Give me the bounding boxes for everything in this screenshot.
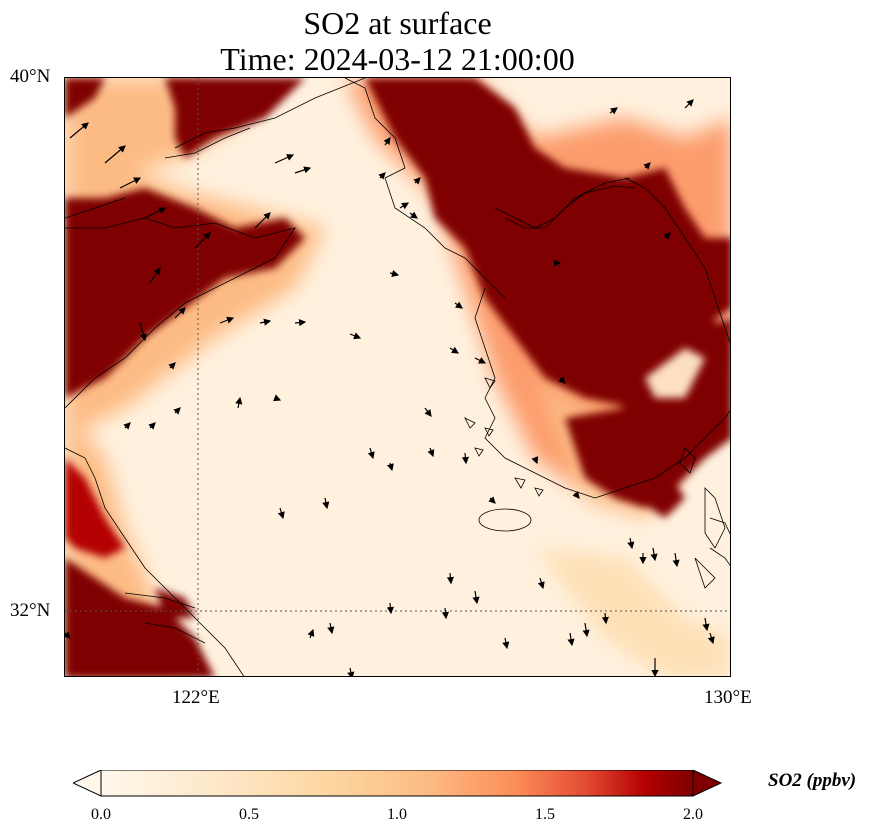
gridlines <box>65 78 730 676</box>
wind-arrow <box>537 577 545 590</box>
y-tick-40n: 40°N <box>10 66 51 87</box>
map-time-subtitle: Time: 2024-03-12 21:00:00 <box>220 41 575 77</box>
wind-arrow <box>582 622 590 638</box>
wind-arrow <box>294 166 312 174</box>
wind-arrow <box>349 332 362 340</box>
wind-arrow <box>378 172 386 180</box>
wind-arrow <box>173 407 181 415</box>
colorbar-extend-high <box>692 770 723 797</box>
wind-arrow <box>307 628 315 639</box>
wind-arrow <box>446 572 454 585</box>
wind-arrow <box>219 316 235 324</box>
wind-arrow <box>174 307 186 319</box>
wind-arrow <box>273 394 282 402</box>
wind-vector-field <box>65 99 715 676</box>
wind-arrow <box>663 232 671 240</box>
wind-arrow <box>65 631 71 639</box>
wind-arrow <box>427 447 435 458</box>
wind-arrow <box>274 154 295 164</box>
wind-arrow <box>277 507 285 520</box>
wind-arrow <box>139 322 147 342</box>
colorbar-tick-0: 0.0 <box>91 806 111 823</box>
wind-arrow <box>627 537 635 550</box>
wind-arrow <box>194 232 211 249</box>
wind-arrow <box>69 122 89 139</box>
wind-arrow <box>294 319 307 327</box>
wind-arrow <box>399 202 410 210</box>
coastlines <box>65 78 730 676</box>
wind-arrow <box>367 447 375 460</box>
wind-arrow <box>441 607 449 620</box>
wind-arrow <box>259 318 272 326</box>
colorbar-tick-1: 0.5 <box>239 806 259 823</box>
colorbar-gradient <box>100 770 694 797</box>
colorbar <box>73 770 723 797</box>
wind-arrow <box>650 547 658 562</box>
wind-arrow <box>601 612 609 625</box>
wind-arrow <box>449 346 460 354</box>
wind-arrow <box>609 107 618 115</box>
wind-arrow <box>149 267 161 284</box>
wind-arrow <box>558 376 566 384</box>
wind-arrow <box>148 422 156 430</box>
wind-arrow <box>684 99 694 109</box>
wind-arrow <box>389 270 400 278</box>
wind-arrow <box>322 497 330 510</box>
wind-arrow <box>461 452 469 465</box>
wind-arrow <box>502 637 510 650</box>
map-panel <box>64 77 731 677</box>
wind-arrow <box>327 622 335 635</box>
wind-arrow <box>472 590 480 605</box>
wind-arrow <box>672 552 680 568</box>
colorbar-extend-low <box>73 770 102 797</box>
wind-arrow <box>454 301 463 309</box>
so2-low-patch <box>645 348 705 398</box>
wind-arrow <box>567 632 575 647</box>
wind-arrow <box>123 422 131 430</box>
wind-arrow <box>424 407 432 417</box>
wind-arrow <box>386 462 394 472</box>
wind-arrow <box>413 177 421 185</box>
so2-map-svg <box>65 78 730 676</box>
wind-arrow <box>702 617 710 632</box>
wind-arrow <box>409 211 418 219</box>
wind-arrow <box>104 145 126 164</box>
y-tick-32n: 32°N <box>10 600 51 621</box>
x-tick-130e: 130°E <box>704 687 752 708</box>
wind-arrow <box>254 212 271 229</box>
x-tick-122e: 122°E <box>172 687 220 708</box>
colorbar-tick-4: 2.0 <box>683 806 703 823</box>
wind-arrow <box>572 491 580 499</box>
wind-arrow <box>474 357 487 364</box>
wind-arrow <box>531 456 539 465</box>
wind-arrow <box>144 207 167 219</box>
wind-arrow <box>235 396 243 409</box>
wind-arrow <box>168 362 176 370</box>
map-title: SO2 at surface <box>303 5 492 41</box>
wind-arrow <box>488 496 496 504</box>
wind-arrow <box>347 667 355 676</box>
wind-arrow <box>119 177 142 189</box>
wind-arrow <box>383 137 391 146</box>
colorbar-tick-2: 1.0 <box>387 806 407 823</box>
wind-arrow <box>643 162 651 170</box>
colorbar-tick-3: 1.5 <box>535 806 555 823</box>
wind-arrow <box>707 632 715 645</box>
colorbar-label: SO2 (ppbv) <box>768 770 857 791</box>
wind-arrow <box>386 602 394 615</box>
